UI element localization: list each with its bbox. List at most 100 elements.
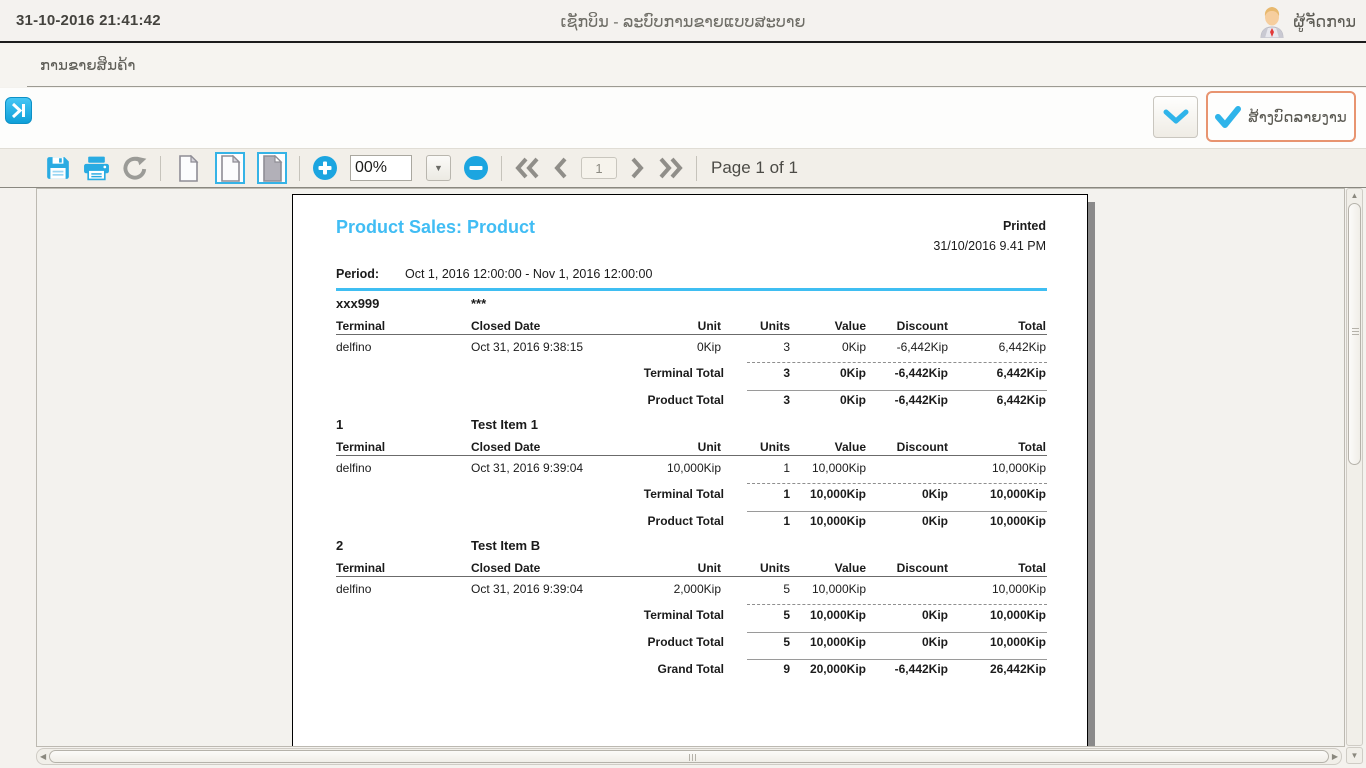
- zoom-level-input[interactable]: [350, 155, 412, 181]
- report-title: Product Sales: Product: [336, 217, 536, 237]
- tab-product-sales[interactable]: ການຂາຍສິນຄ້າ: [40, 57, 136, 74]
- first-page-button[interactable]: [514, 156, 541, 180]
- period-label: Period:: [336, 267, 380, 281]
- horizontal-scrollbar[interactable]: ◀ ▶: [36, 748, 1342, 765]
- product-total-label: Product Total: [647, 635, 724, 649]
- product-code: 2: [336, 538, 344, 553]
- zoom-dropdown-button[interactable]: ▼: [426, 155, 451, 181]
- col-closed-date: Closed Date: [471, 561, 541, 575]
- terminal-total-row: Terminal Total 1 10,000Kip 0Kip 10,000Ki…: [293, 487, 1087, 502]
- cell-value: 10,000Kip: [811, 582, 866, 596]
- report-section: xxx999 *** Terminal Closed Date Unit Uni…: [293, 296, 1087, 416]
- cell-discount: -6,442Kip: [896, 340, 948, 354]
- col-unit: Unit: [697, 561, 721, 575]
- section-header: xxx999 ***: [293, 296, 1087, 311]
- last-page-icon: [659, 157, 683, 179]
- col-total: Total: [1018, 561, 1046, 575]
- grand-total-label: Grand Total: [657, 662, 724, 676]
- refresh-button[interactable]: [122, 155, 148, 181]
- period-value: Oct 1, 2016 12:00:00 - Nov 1, 2016 12:00…: [405, 267, 653, 281]
- cell-value: 10,000Kip: [811, 461, 866, 475]
- last-page-button[interactable]: [657, 156, 684, 180]
- prev-page-button[interactable]: [553, 156, 569, 180]
- save-button[interactable]: [45, 155, 71, 181]
- report-section: 2 Test Item B Terminal Closed Date Unit …: [293, 538, 1087, 658]
- zoom-actual-size-button[interactable]: [215, 152, 245, 184]
- cell-total: 26,442Kip: [989, 662, 1046, 676]
- product-total-row: Product Total 5 10,000Kip 0Kip 10,000Kip: [293, 635, 1087, 650]
- product-code: 1: [336, 417, 344, 432]
- scroll-up-icon[interactable]: ▲: [1350, 191, 1359, 200]
- cell-discount: -6,442Kip: [894, 366, 948, 380]
- data-row: delfino Oct 31, 2016 9:38:15 0Kip 3 0Kip…: [293, 340, 1087, 355]
- page-count-label: Page 1 of 1: [711, 158, 798, 177]
- cell-units: 3: [783, 340, 790, 354]
- zoom-in-button[interactable]: [312, 155, 338, 181]
- cell-closed-date: Oct 31, 2016 9:39:04: [471, 582, 584, 596]
- cell-total: 6,442Kip: [996, 393, 1046, 407]
- terminal-total-label: Terminal Total: [643, 366, 724, 380]
- user-avatar-icon: [1260, 7, 1284, 38]
- toolbar-separator: [160, 155, 161, 181]
- col-unit: Unit: [697, 319, 721, 333]
- section-header: 1 Test Item 1: [293, 417, 1087, 432]
- scrollbar-grip: [689, 754, 698, 761]
- toolbar-separator: [501, 155, 502, 181]
- column-header-row: Terminal Closed Date Unit Units Value Di…: [293, 561, 1087, 576]
- scroll-left-icon[interactable]: ◀: [40, 752, 47, 761]
- grand-total-row: Grand Total 9 20,000Kip -6,442Kip 26,442…: [293, 662, 1087, 677]
- product-name: Test Item 1: [471, 417, 538, 432]
- cell-closed-date: Oct 31, 2016 9:39:04: [471, 461, 584, 475]
- product-total-row: Product Total 3 0Kip -6,442Kip 6,442Kip: [293, 393, 1087, 408]
- cell-units: 9: [783, 662, 790, 676]
- collapse-panel-button[interactable]: [5, 97, 32, 124]
- report-options-dropdown[interactable]: [1153, 96, 1198, 138]
- terminal-total-row: Terminal Total 5 10,000Kip 0Kip 10,000Ki…: [293, 608, 1087, 623]
- print-button[interactable]: [83, 155, 110, 181]
- tab-divider: [27, 86, 1366, 87]
- next-page-icon: [631, 157, 644, 179]
- next-page-button[interactable]: [629, 156, 645, 180]
- header-rule: [336, 576, 1047, 577]
- cell-discount: 0Kip: [921, 487, 948, 501]
- total-solid-rule: [747, 511, 1047, 512]
- printed-label: Printed: [1002, 219, 1046, 233]
- page-actual-icon: [220, 154, 240, 182]
- section-header: 2 Test Item B: [293, 538, 1087, 553]
- product-name: ***: [471, 296, 487, 311]
- col-value: Value: [834, 561, 866, 575]
- product-total-row: Product Total 1 10,000Kip 0Kip 10,000Kip: [293, 514, 1087, 529]
- vertical-scrollbar-thumb[interactable]: [1348, 203, 1361, 465]
- scroll-right-icon[interactable]: ▶: [1331, 752, 1338, 761]
- app-title: ເຊັກບິນ - ລະບົບການຂາຍແບບສະບາຍ: [560, 14, 806, 31]
- cell-total: 10,000Kip: [989, 608, 1046, 622]
- report-viewer-canvas: Product Sales: Product Printed 31/10/201…: [36, 188, 1345, 747]
- col-terminal: Terminal: [336, 561, 386, 575]
- terminal-total-label: Terminal Total: [643, 608, 724, 622]
- col-units: Units: [760, 319, 790, 333]
- col-value: Value: [834, 319, 866, 333]
- zoom-fit-width-button[interactable]: [257, 152, 287, 184]
- cell-units: 1: [783, 487, 790, 501]
- total-dashed-rule: [747, 604, 1047, 605]
- cell-closed-date: Oct 31, 2016 9:38:15: [471, 340, 584, 354]
- horizontal-scrollbar-thumb[interactable]: [49, 750, 1329, 763]
- zoom-out-icon: [464, 156, 488, 180]
- scrollbar-grip: [1352, 328, 1359, 337]
- cell-total: 10,000Kip: [991, 582, 1046, 596]
- col-closed-date: Closed Date: [471, 440, 541, 454]
- cell-units: 3: [783, 366, 790, 380]
- cell-terminal: delfino: [336, 582, 372, 596]
- vertical-scrollbar[interactable]: ▲: [1346, 188, 1363, 746]
- page-number-input[interactable]: [581, 157, 617, 179]
- zoom-fit-page-button[interactable]: [173, 152, 203, 184]
- printed-date: 31/10/2016 9.41 PM: [933, 239, 1046, 253]
- data-row: delfino Oct 31, 2016 9:39:04 2,000Kip 5 …: [293, 582, 1087, 597]
- print-icon: [84, 156, 109, 181]
- col-discount: Discount: [896, 440, 948, 454]
- cell-discount: 0Kip: [921, 514, 948, 528]
- generate-report-button[interactable]: ສ້າງບົດລາຍງານ: [1206, 91, 1356, 142]
- cell-value: 10,000Kip: [809, 635, 866, 649]
- zoom-out-button[interactable]: [463, 155, 489, 181]
- scroll-down-button[interactable]: ▼: [1346, 747, 1363, 764]
